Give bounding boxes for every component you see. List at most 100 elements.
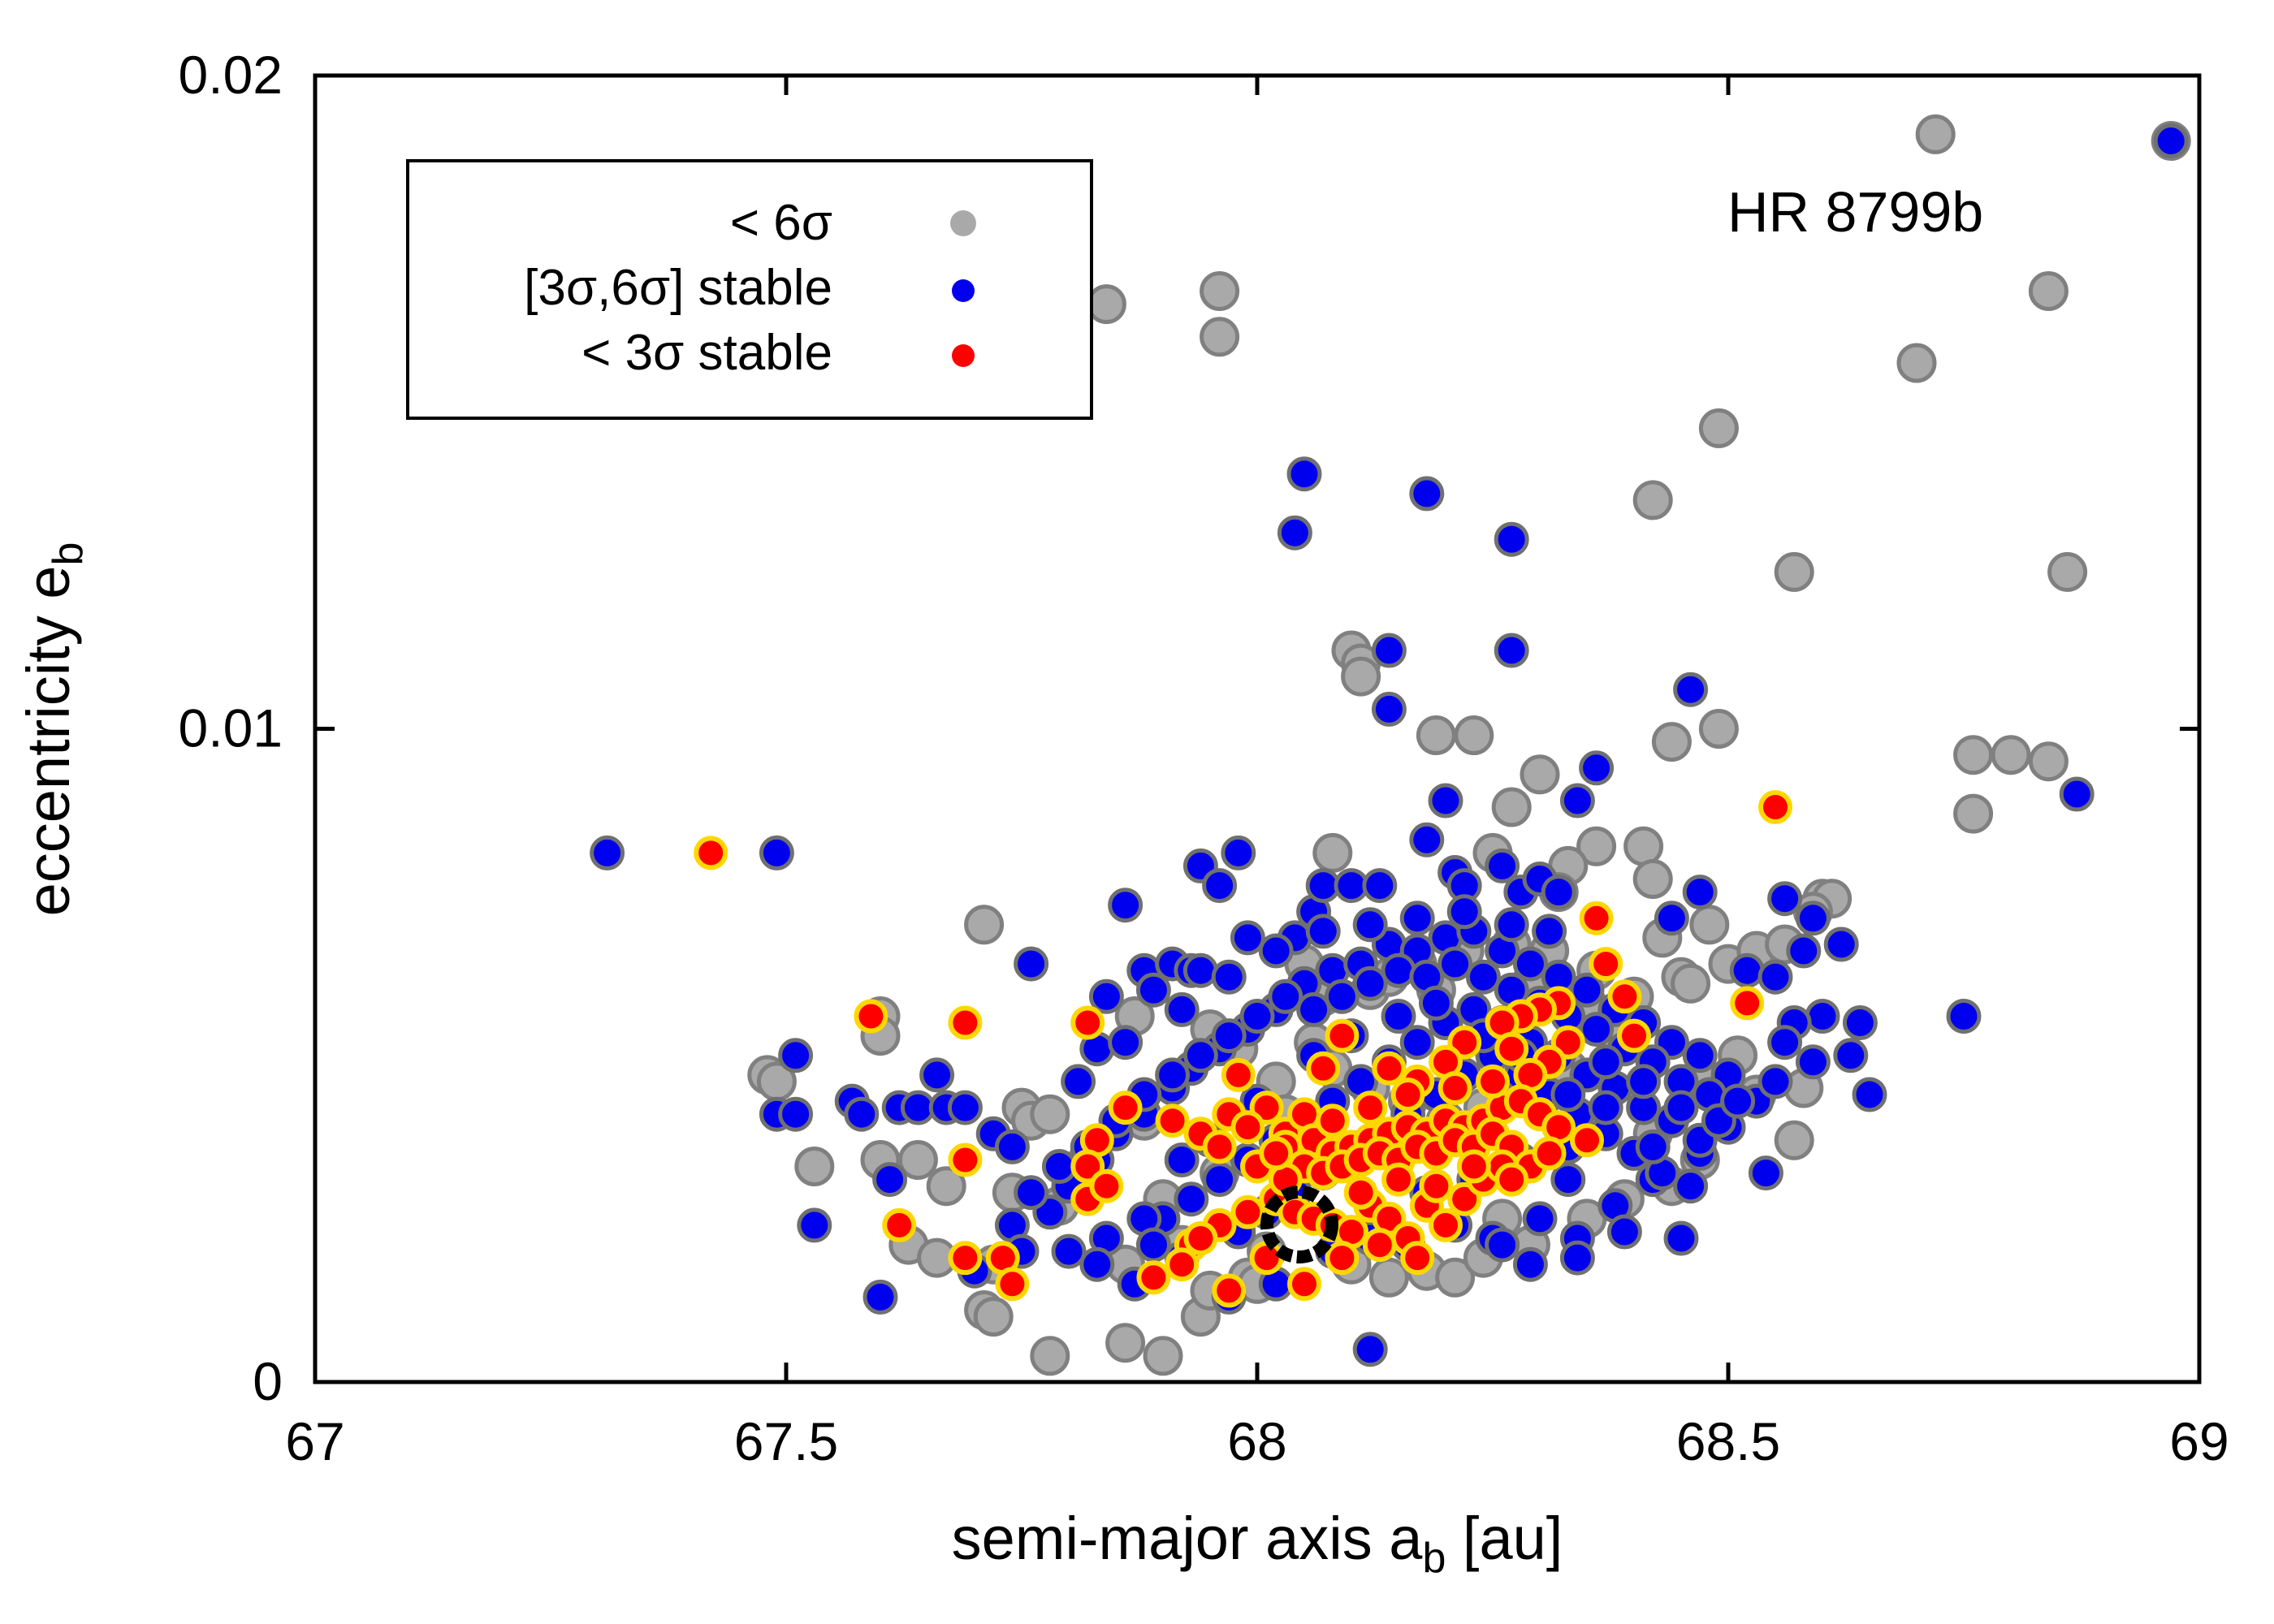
point-s1-132 xyxy=(1381,952,1416,988)
point-s0-6 xyxy=(1896,343,1937,383)
point-s2-100 xyxy=(1494,1162,1529,1197)
point-s1-68 xyxy=(1842,1005,1878,1040)
point-s1-9 xyxy=(872,1162,908,1198)
y-axis-label: eccentricity eb xyxy=(15,542,92,917)
point-s2-24 xyxy=(1221,1057,1256,1092)
point-s1-65 xyxy=(1795,1044,1831,1080)
point-s2-109 xyxy=(1230,1110,1265,1145)
point-s2-28 xyxy=(1108,1091,1143,1125)
point-s1-120 xyxy=(1041,1149,1077,1184)
point-s2-103 xyxy=(1353,1091,1388,1125)
point-s0-53 xyxy=(794,1147,835,1186)
point-s0-22 xyxy=(2028,741,2069,782)
x-tick-label-1: 67.5 xyxy=(734,1411,838,1471)
point-s1-14 xyxy=(947,1090,983,1125)
point-s1-28 xyxy=(1202,868,1238,904)
point-s1-42 xyxy=(1409,822,1445,857)
point-s1-201 xyxy=(1135,1227,1171,1263)
point-s2-23 xyxy=(1306,1051,1341,1086)
point-s2-108 xyxy=(1202,1129,1237,1164)
point-s1-7 xyxy=(844,1096,880,1132)
point-s2-9 xyxy=(1617,1018,1651,1053)
point-s2-38 xyxy=(1136,1260,1171,1295)
point-s1-62 xyxy=(1805,999,1840,1034)
point-s0-3 xyxy=(1200,271,1240,311)
point-s0-16 xyxy=(1651,722,1692,762)
point-s2-22 xyxy=(1325,1018,1360,1053)
point-s0-66 xyxy=(1143,1336,1183,1376)
point-s1-73 xyxy=(1748,1155,1783,1191)
point-s2-85 xyxy=(1429,1207,1463,1242)
point-s2-90 xyxy=(1183,1221,1218,1255)
point-s1-128 xyxy=(1268,978,1303,1014)
point-s2-37 xyxy=(995,1267,1030,1302)
best-fit-marker xyxy=(1260,1186,1338,1263)
point-s2-8 xyxy=(1607,979,1642,1014)
point-s1-64 xyxy=(1767,1025,1803,1060)
x-axis-label-subscript: b xyxy=(1422,1535,1446,1582)
point-s2-102 xyxy=(1570,1123,1604,1158)
point-s1-212 xyxy=(1485,1227,1520,1263)
point-s1-134 xyxy=(1437,946,1473,982)
planet-annotation: HR 8799b xyxy=(1727,180,1983,244)
point-s1-23 xyxy=(1135,972,1171,1008)
point-s2-43 xyxy=(1230,1194,1265,1229)
point-s0-10 xyxy=(2047,551,2088,592)
point-s1-1 xyxy=(759,835,794,870)
point-s2-92 xyxy=(1325,1241,1360,1276)
point-s1-53 xyxy=(1673,672,1709,707)
point-s1-33 xyxy=(1286,456,1322,492)
point-s2-27 xyxy=(1155,1104,1190,1138)
point-s1-37 xyxy=(1362,868,1398,904)
point-s1-146 xyxy=(1202,1162,1238,1198)
point-s1-70 xyxy=(2059,776,2095,812)
point-s2-40 xyxy=(1212,1273,1247,1308)
point-s2-34 xyxy=(882,1207,917,1242)
point-s1-58 xyxy=(1767,881,1803,917)
point-s1-39 xyxy=(1371,633,1407,668)
point-s0-33 xyxy=(964,905,1005,945)
point-s1-210 xyxy=(1559,1240,1595,1276)
point-s1-188 xyxy=(1381,999,1416,1034)
point-s1-57 xyxy=(1757,959,1793,995)
point-s1-117 xyxy=(1682,1038,1718,1073)
point-s0-35 xyxy=(1689,905,1730,945)
point-s1-74 xyxy=(1663,1220,1699,1256)
point-s1-214 xyxy=(1352,907,1388,943)
point-s1-139 xyxy=(1579,1012,1615,1047)
x-tick-label-3: 68.5 xyxy=(1676,1411,1780,1471)
point-s0-21 xyxy=(1991,735,2031,775)
point-s1-113 xyxy=(1569,972,1605,1008)
point-s1-124 xyxy=(1155,1057,1191,1093)
point-s0-81 xyxy=(1774,1120,1814,1160)
point-s2-42 xyxy=(1249,1241,1284,1276)
point-s2-0 xyxy=(694,836,728,870)
legend-label-2: < 3σ stable xyxy=(581,325,832,381)
point-s1-50 xyxy=(1541,875,1576,910)
point-s1-2 xyxy=(778,1038,814,1073)
point-s1-17 xyxy=(1014,946,1049,982)
point-s1-208 xyxy=(1673,1168,1709,1204)
point-s1-20 xyxy=(1088,978,1124,1014)
point-s2-110 xyxy=(1259,1136,1294,1171)
point-s1-222 xyxy=(1164,991,1200,1027)
point-s1-5 xyxy=(797,1207,832,1243)
point-s1-206 xyxy=(1588,1044,1623,1080)
point-s1-215 xyxy=(1399,901,1435,936)
point-s1-18 xyxy=(1061,1064,1096,1099)
point-s1-200 xyxy=(1079,1246,1115,1282)
point-s0-56 xyxy=(926,1166,966,1207)
point-s1-125 xyxy=(1182,1038,1218,1073)
point-s0-18 xyxy=(1520,754,1560,795)
y-tick-label-0: 0 xyxy=(253,1351,283,1411)
point-s2-107 xyxy=(1315,1104,1350,1138)
point-s2-4 xyxy=(1758,790,1792,824)
point-s1-66 xyxy=(1833,1038,1869,1073)
point-s1-213 xyxy=(1550,1162,1586,1198)
point-s2-99 xyxy=(1456,1149,1491,1184)
legend-marker-1 xyxy=(952,279,975,302)
point-s1-211 xyxy=(1512,1246,1548,1282)
point-s2-94 xyxy=(1400,1241,1435,1276)
legend-marker-2 xyxy=(952,344,975,367)
